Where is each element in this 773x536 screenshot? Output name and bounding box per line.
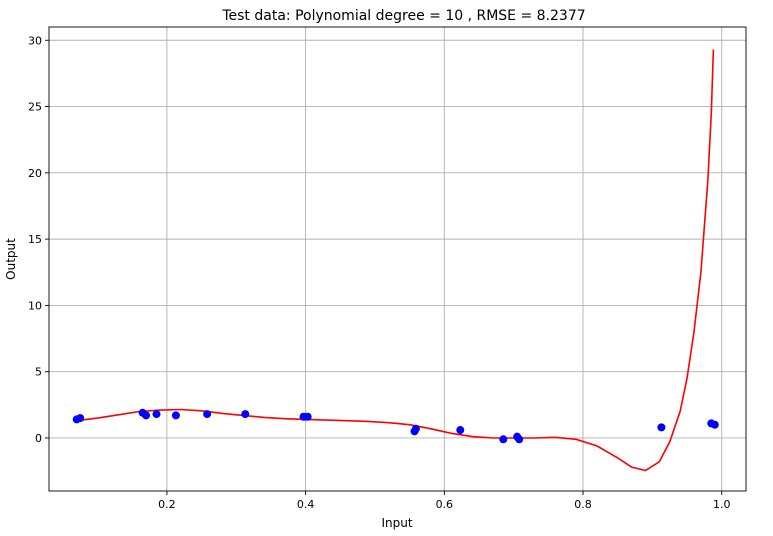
y-tick-label: 20 <box>28 167 42 180</box>
y-tick-label: 5 <box>35 366 42 379</box>
y-axis-label: Output <box>4 238 18 280</box>
fit-curve <box>76 49 715 472</box>
data-point <box>241 410 250 419</box>
data-point <box>456 426 465 435</box>
chart-title: Test data: Polynomial degree = 10 , RMSE… <box>221 8 585 24</box>
y-tick-label: 10 <box>28 299 42 312</box>
axis-ticks: 0.2 0.4 0.6 0.8 1.0 0 5 10 15 20 25 30 <box>28 34 730 511</box>
data-point <box>411 424 420 433</box>
data-point <box>515 435 524 444</box>
data-point <box>152 410 161 419</box>
data-point <box>171 411 180 420</box>
plot-frame <box>48 26 747 492</box>
data-point <box>657 423 666 432</box>
x-axis-label: Input <box>381 516 412 530</box>
data-point <box>499 435 508 444</box>
y-tick-label: 15 <box>28 233 42 246</box>
x-tick-label: 0.6 <box>436 498 454 511</box>
plot-content <box>72 49 719 472</box>
x-tick-label: 1.0 <box>713 498 731 511</box>
y-tick-label: 0 <box>35 432 42 445</box>
data-point <box>710 420 719 429</box>
x-tick-label: 0.8 <box>574 498 592 511</box>
x-tick-label: 0.4 <box>297 498 315 511</box>
data-point <box>76 414 85 423</box>
data-point <box>203 410 212 419</box>
data-point <box>142 411 151 420</box>
data-point <box>303 412 312 421</box>
y-tick-label: 25 <box>28 101 42 114</box>
y-tick-label: 30 <box>28 34 42 47</box>
grid <box>49 27 746 491</box>
x-tick-label: 0.2 <box>158 498 176 511</box>
